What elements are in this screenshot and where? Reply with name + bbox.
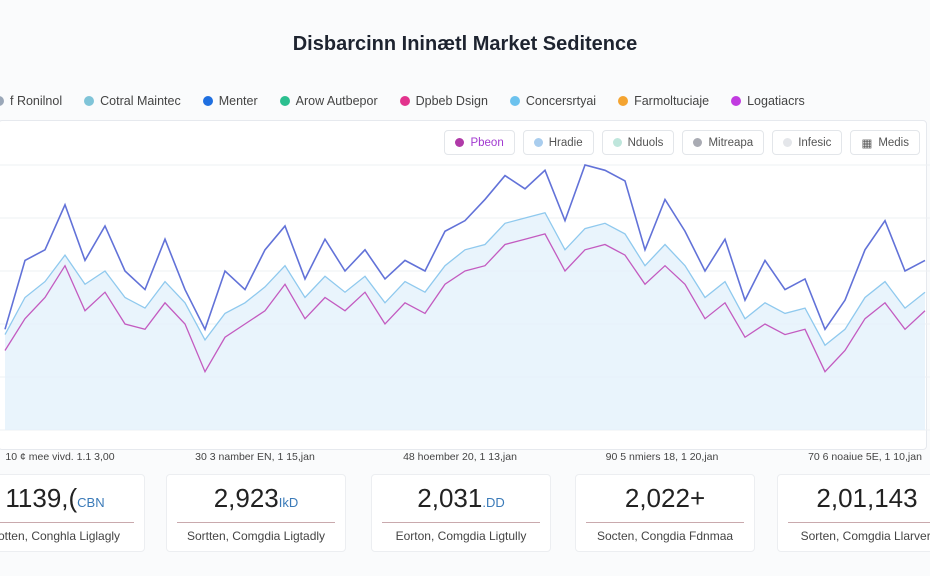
stat-value: 1139,(CBN — [0, 483, 144, 514]
legend-label: Dpbeb Dsign — [415, 94, 488, 108]
stat-value: 2,031.DD — [372, 483, 550, 514]
legend-dot-icon — [618, 96, 629, 106]
legend-dot-icon — [279, 96, 290, 106]
stat-unit: CBN — [77, 495, 105, 510]
legend-label: Cotral Maintec — [100, 94, 181, 108]
stat-number: 2,01,143 — [816, 483, 918, 513]
legend-item[interactable]: Concersrtyai — [509, 94, 597, 108]
filter-label: Medis — [878, 136, 909, 149]
filter-dot-icon — [612, 138, 622, 147]
stat-value: 2,923IkD — [167, 483, 345, 514]
filter-buttons: Pbeon Hradie Nduols Mitreapa Infesic ▦ Medis — [444, 130, 920, 155]
filter-label: Mitreapa — [708, 136, 754, 149]
stat-card: 2,022+ Socten, Congdia Fdnmaa — [575, 474, 755, 552]
stat-subtitle: Sorten, Comgdia Llarverl — [800, 529, 930, 543]
legend: f Ronilnol Cotral Maintec Menter Arow Autbe… — [0, 94, 805, 108]
filter-label: Infesic — [798, 136, 832, 149]
divider — [177, 522, 335, 523]
stat-value: 2,022+ — [576, 483, 754, 514]
stat-number: 2,022+ — [624, 483, 706, 513]
filter-label: Hradie — [548, 136, 583, 149]
chart-icon: ▦ — [861, 137, 873, 150]
x-tick-label: 48 hoember 20, 1 13,jan — [403, 451, 517, 463]
stat-subtitle: Eorton, Comgdia Ligtully — [395, 529, 527, 543]
stat-number: 1139,( — [5, 483, 78, 513]
x-tick-label: 30 3 namber EN, 1 15,jan — [195, 451, 315, 463]
filter-dot-icon — [533, 138, 543, 147]
legend-item[interactable]: Menter — [202, 94, 258, 108]
filter-button[interactable]: Mitreapa — [682, 130, 765, 155]
filter-dot-icon — [783, 138, 793, 147]
legend-dot-icon — [0, 96, 4, 106]
x-tick-label: 10 ¢ mee vivd. 1.1 3,00 — [5, 451, 115, 463]
x-tick-label: 90 5 nmiers 18, 1 20,jan — [605, 451, 719, 463]
legend-item[interactable]: Logatiacrs — [731, 94, 805, 108]
stat-unit: .DD — [482, 495, 505, 510]
chart-title: Disbarcinn Ininætl Market Seditence — [292, 33, 638, 55]
divider — [788, 522, 930, 523]
legend-item[interactable]: f Ronilnol — [0, 94, 62, 108]
filter-button[interactable]: Nduols — [601, 130, 675, 155]
filter-button[interactable]: Infesic — [772, 130, 843, 155]
legend-label: f Ronilnol — [10, 94, 63, 108]
legend-dot-icon — [399, 96, 410, 106]
stat-unit: IkD — [278, 495, 299, 510]
filter-label: Pbeon — [470, 136, 504, 149]
stat-subtitle: Sortten, Comgdia Ligtadly — [186, 529, 326, 543]
stat-card: 2,01,143 Sorten, Comgdia Llarverl — [777, 474, 930, 552]
stat-value: 2,01,143 — [778, 483, 930, 514]
legend-dot-icon — [509, 96, 520, 106]
stat-number: 2,923 — [213, 483, 279, 513]
legend-dot-icon — [731, 96, 742, 106]
legend-label: Logatiacrs — [747, 94, 805, 108]
stat-subtitle: Sotten, Conghla Liglagly — [0, 529, 121, 543]
legend-label: Arow Autbepor — [295, 94, 378, 108]
series-line-menter — [4, 164, 926, 332]
series-area — [5, 212, 925, 430]
legend-item[interactable]: Cotral Maintec — [84, 94, 181, 108]
x-tick-label: 70 6 noaiue 5E, 1 10,jan — [808, 451, 922, 463]
stat-card: 1139,(CBN Sotten, Conghla Liglagly — [0, 474, 145, 552]
stat-number: 2,031 — [417, 483, 483, 513]
legend-item[interactable]: Farmoltuciaje — [618, 94, 709, 108]
legend-dot-icon — [202, 96, 213, 106]
stat-subtitle: Socten, Congdia Fdnmaa — [596, 529, 734, 543]
filter-dot-icon — [455, 138, 465, 147]
stat-card: 2,031.DD Eorton, Comgdia Ligtully — [371, 474, 551, 552]
legend-label: Concersrtyai — [525, 94, 597, 108]
legend-label: Farmoltuciaje — [634, 94, 710, 108]
filter-button[interactable]: Hradie — [522, 130, 594, 155]
line-chart — [0, 164, 930, 431]
legend-item[interactable]: Arow Autbepor — [279, 94, 378, 108]
divider — [0, 522, 134, 523]
stat-card: 2,923IkD Sortten, Comgdia Ligtadly — [166, 474, 346, 552]
series-line-dpbeb-dsign — [4, 233, 926, 374]
divider — [586, 522, 744, 523]
divider — [382, 522, 540, 523]
legend-dot-icon — [84, 96, 95, 106]
series-line-concersrtyai — [4, 211, 926, 347]
filter-label: Nduols — [627, 136, 664, 149]
filter-dot-icon — [693, 138, 703, 147]
legend-label: Menter — [218, 94, 258, 108]
legend-item[interactable]: Dpbeb Dsign — [399, 94, 488, 108]
filter-button[interactable]: Pbeon — [444, 130, 515, 155]
filter-button[interactable]: ▦ Medis — [850, 130, 920, 155]
